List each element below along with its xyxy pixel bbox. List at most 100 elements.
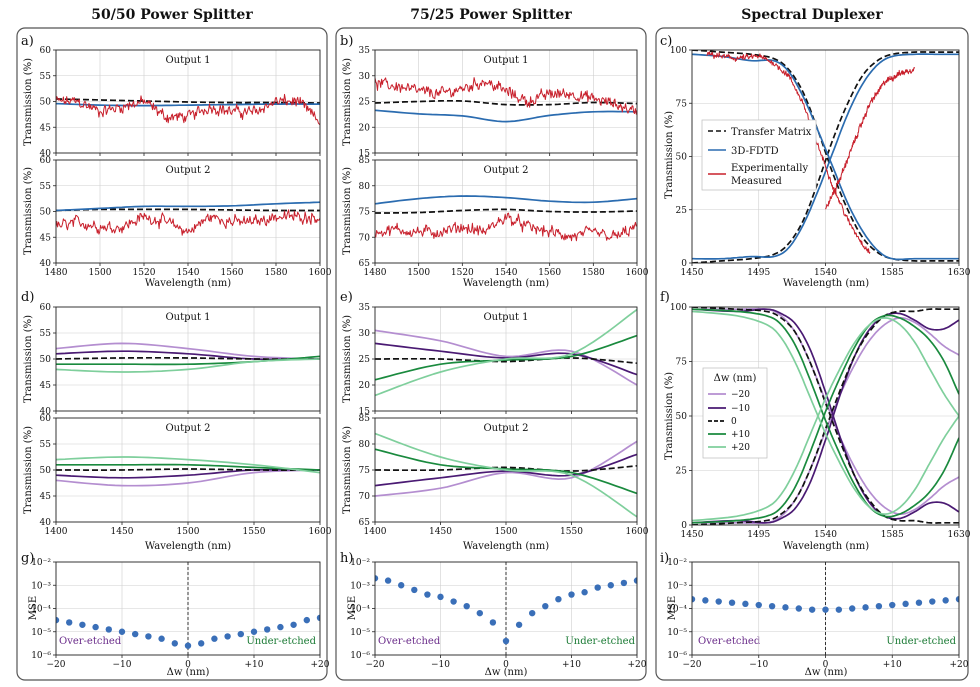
- mse-point: [398, 582, 405, 589]
- series-line-a1-1: [56, 102, 320, 107]
- tick-label-y: 30: [359, 72, 371, 82]
- xlabel-c: Wavelength (nm): [783, 278, 869, 289]
- legend-f-label-m20: −20: [731, 390, 750, 400]
- mse-point: [515, 621, 523, 628]
- tick-label-x: +20: [950, 660, 969, 670]
- column-title-75-25: 75/25 Power Splitter: [410, 7, 572, 23]
- chart-title-a2: Output 2: [165, 165, 210, 176]
- tick-label-x: −10: [431, 660, 450, 670]
- legend-c-label-fdtd: 3D-FDTD: [731, 146, 779, 157]
- ylabel-g: MSE: [28, 596, 39, 620]
- mse-point: [633, 577, 637, 584]
- plot-area-b2: [375, 195, 637, 242]
- mse-point: [489, 619, 497, 626]
- tick-label-y: 40: [40, 407, 52, 417]
- plot-area-e1: [375, 308, 637, 397]
- tick-label-y: 25: [676, 467, 688, 477]
- axes-frame-b2: [374, 159, 638, 264]
- tick-label-y: 80: [359, 182, 371, 192]
- tick-label-y: 20: [359, 381, 371, 391]
- tick-label-y: 10⁻³: [350, 581, 370, 591]
- tick-label-y: 10⁻³: [667, 581, 687, 591]
- ylabel-b2: Transmission (%): [342, 167, 353, 255]
- legend-f-label-m10: −10: [731, 404, 750, 414]
- series-line-e2-4: [375, 432, 637, 518]
- tick-label-y: 40: [40, 518, 52, 528]
- tick-label-x: 1550: [243, 527, 266, 537]
- mse-point: [411, 586, 418, 594]
- tick-label-y: 60: [40, 156, 52, 166]
- mse-point: [211, 635, 218, 642]
- tick-label-y: 40: [40, 149, 52, 159]
- tick-label-x: 1540: [814, 530, 837, 540]
- axes-frame-c: [691, 49, 960, 264]
- tick-label-y: 15: [359, 149, 371, 159]
- chart-d2: 1400 1450 1500 1550 1600 40 45 50 55 60 Output 2: [40, 414, 332, 537]
- mse-point: [424, 591, 431, 598]
- ylabel-f: Transmission (%): [664, 372, 675, 460]
- xlabel-e: Wavelength (nm): [463, 541, 549, 552]
- plot-area-a1: [56, 93, 320, 126]
- mse-point: [692, 596, 696, 603]
- ylabel-h: MSE: [347, 596, 358, 620]
- mse-point: [835, 606, 843, 613]
- mse-point: [502, 637, 510, 645]
- tick-label-y: 10⁻⁶: [350, 651, 370, 661]
- tick-label-y: 75: [359, 208, 371, 218]
- tick-label-x: 1500: [407, 268, 430, 278]
- mse-point: [303, 616, 310, 624]
- tick-label-x: 1450: [681, 530, 704, 540]
- xlabel-g: Δw (nm): [167, 667, 210, 678]
- panel-label-c: c): [660, 34, 672, 49]
- tick-label-y: 60: [40, 303, 52, 313]
- tick-label-x: +20: [311, 660, 330, 670]
- tick-label-y: 30: [359, 329, 371, 339]
- xlabel-f: Wavelength (nm): [783, 541, 869, 552]
- series-line-e2-2: [375, 464, 637, 472]
- tick-label-x: 1585: [881, 530, 904, 540]
- under-etched-label-g: Under-etched: [246, 636, 316, 647]
- chart-title-e1: Output 1: [483, 312, 528, 323]
- column-box-1: [16, 27, 328, 681]
- tick-label-y: 100: [670, 303, 687, 313]
- mse-point: [862, 604, 869, 611]
- mse-point: [782, 604, 789, 611]
- mse-point: [902, 600, 909, 608]
- plot-area-g: [56, 562, 320, 655]
- tick-label-x: 1495: [747, 268, 770, 278]
- plot-area-d1: [56, 342, 320, 373]
- ylabel-b1: Transmission (%): [342, 58, 353, 146]
- tick-label-y: 45: [40, 492, 52, 502]
- legend-f-label-p10: +10: [731, 430, 750, 440]
- tick-label-x: 0: [185, 660, 191, 670]
- axes-frame-d2: [55, 417, 321, 523]
- mse-point: [822, 606, 829, 613]
- tick-label-y: 10⁻²: [667, 558, 687, 568]
- series-line-b2-2: [375, 212, 637, 242]
- panel-label-b: b): [340, 34, 353, 49]
- legend-f-label-p20: +20: [731, 443, 750, 453]
- panel-label-g: g): [21, 551, 34, 566]
- tick-label-y: 35: [359, 303, 371, 313]
- series-line-a2-0: [56, 208, 320, 212]
- mse-point: [755, 601, 762, 609]
- tick-label-y: 50: [40, 355, 52, 365]
- tick-label-x: 1600: [309, 527, 332, 537]
- chart-g: −20 −10 0 +10 +20 10⁻² 10⁻³ 10⁻⁴ 10⁻⁵ 10⁻⁶: [31, 558, 330, 670]
- tick-label-y: 50: [676, 412, 688, 422]
- tick-label-x: 1600: [626, 527, 649, 537]
- over-etched-label-h: Over-etched: [378, 636, 441, 647]
- axes-frame-h: [374, 561, 638, 656]
- tick-label-x: 1600: [309, 268, 332, 278]
- xlabel-d: Wavelength (nm): [145, 541, 231, 552]
- series-line-d2-4: [56, 456, 320, 474]
- tick-label-x: 1580: [265, 268, 288, 278]
- tick-label-x: −10: [749, 660, 768, 670]
- plot-area-a2: [56, 201, 320, 236]
- series-line-a1-0: [56, 98, 320, 104]
- plot-area-c: [692, 50, 959, 263]
- tick-label-x: +20: [628, 660, 647, 670]
- mse-point: [184, 642, 192, 649]
- chart-c: 1450 1495 1540 1585 1630 0 25 50 75 100: [670, 46, 971, 278]
- series-line-f-8: [692, 310, 959, 515]
